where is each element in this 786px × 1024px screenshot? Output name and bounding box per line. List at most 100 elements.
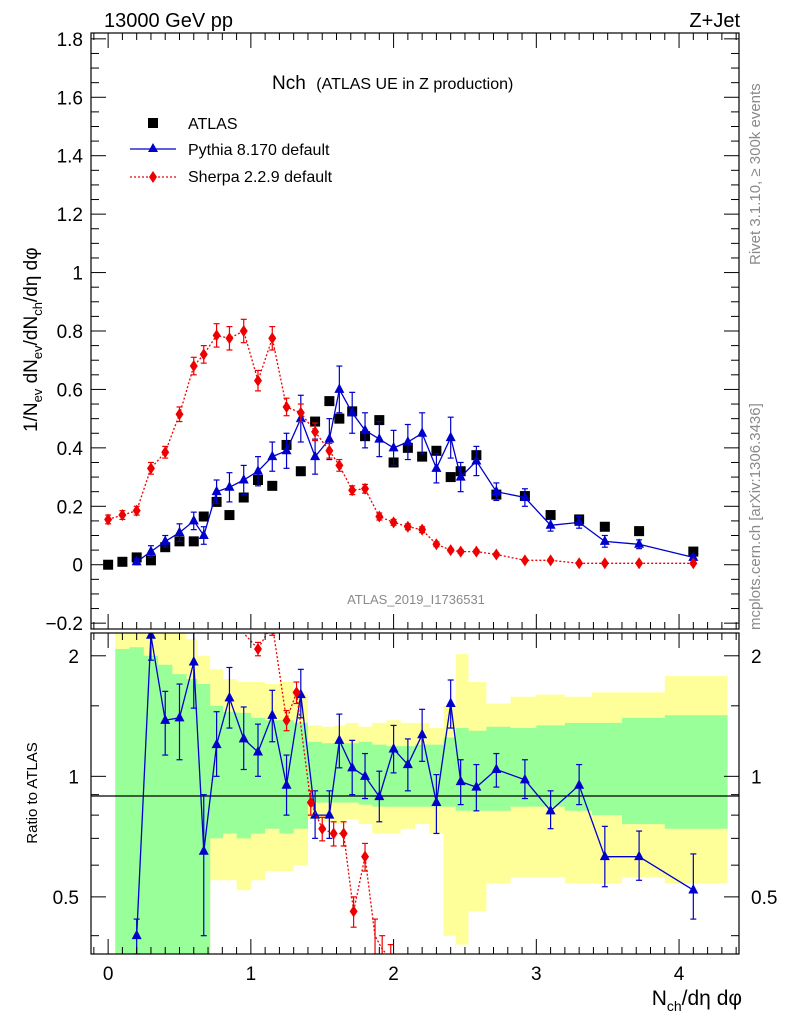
data-point (310, 450, 321, 461)
x-tick-label: 4 (674, 964, 685, 985)
legend-marker-atlas (148, 118, 158, 128)
data-point (374, 415, 385, 426)
data-point (347, 406, 358, 417)
data-point (174, 526, 185, 537)
data-point (324, 396, 335, 407)
data-point (431, 445, 442, 456)
ratio-data-point (388, 743, 399, 753)
x-tick-label: 2 (388, 964, 399, 985)
data-point (374, 433, 385, 443)
ratio-series-layer (131, 633, 699, 954)
ratio-data-point (402, 758, 413, 769)
data-point (600, 557, 609, 570)
data-point (253, 374, 262, 387)
data-point (417, 427, 428, 437)
data-point (545, 510, 556, 521)
data-point (472, 545, 481, 558)
data-point (360, 424, 371, 434)
data-point (104, 513, 113, 526)
ratio-data-point (339, 827, 348, 840)
ratio-panel-frame (90, 632, 740, 955)
data-point (334, 383, 345, 393)
ratio-uncertainty-bands (115, 633, 728, 954)
data-point (103, 559, 114, 570)
data-point (348, 484, 357, 497)
data-point (252, 465, 263, 475)
ratio-data-point (318, 822, 327, 835)
ratio-y-tick-label-right: 0.5 (751, 888, 777, 909)
plot-title-main: Nch (272, 73, 306, 94)
data-point (599, 535, 610, 545)
ratio-data-point (491, 763, 502, 774)
ratio-data-point (347, 761, 358, 772)
ratio-data-point (360, 770, 371, 780)
data-point (575, 557, 584, 570)
data-point (432, 538, 441, 551)
data-point (211, 485, 222, 496)
data-point (238, 474, 249, 484)
ratio-data-point (188, 655, 199, 666)
data-point (492, 548, 501, 561)
data-point (238, 492, 249, 503)
ratio-data-point (252, 746, 263, 756)
ratio-y-tick-label: 2 (68, 647, 79, 668)
ratio-data-point (292, 686, 301, 699)
ratio-axes: 0.5 0.5 1 1 2 2 0 1 2 3 4 (53, 633, 777, 985)
data-point (446, 544, 455, 557)
ratio-data-point (306, 796, 315, 809)
plot-title-sub: (ATLAS UE in Z production) (316, 76, 513, 93)
data-point (145, 545, 156, 556)
plot-title: Nch (ATLAS UE in Z production) (272, 73, 513, 94)
data-point (310, 416, 321, 427)
ratio-y-tick-label: 0.5 (53, 888, 79, 909)
data-point (224, 510, 235, 521)
y-tick-label: −0.2 (45, 614, 83, 635)
data-point (212, 329, 221, 342)
ratio-data-point (131, 929, 142, 940)
data-point (375, 510, 384, 523)
data-point (295, 466, 306, 477)
ratio-y-tick-label-right: 1 (751, 767, 762, 788)
data-point (545, 519, 556, 529)
ratio-data-point (445, 697, 456, 708)
data-point (471, 455, 482, 465)
ratio-data-point (198, 845, 209, 855)
ratio-data-point (334, 734, 345, 744)
data-point (282, 400, 291, 413)
data-point (267, 480, 278, 491)
legend-marker-sherpa (149, 171, 157, 183)
main-axes: −0.2 0 0.2 0.4 0.6 0.8 1 1.2 1.4 1.6 1.8 (45, 30, 739, 635)
x-tick-label: 1 (246, 964, 257, 985)
data-point (189, 360, 198, 373)
data-point (689, 557, 698, 570)
data-point (160, 535, 171, 545)
data-point (417, 451, 428, 462)
mcplots-label: mcplots.cern.ch [arXiv:1306.3436] (747, 403, 764, 630)
y-tick-label: 0.4 (57, 439, 84, 460)
ratio-line-sherpa-2-2-9-default (242, 633, 388, 954)
data-point (161, 446, 170, 459)
data-point (281, 444, 292, 455)
legend-label-pythia: Pythia 8.170 default (188, 142, 330, 159)
analysis-tag: ATLAS_2019_I1736531 (347, 592, 485, 607)
y-tick-label: 1 (72, 264, 83, 285)
x-tick-label: 3 (531, 964, 542, 985)
ratio-data-point (224, 691, 235, 702)
main-y-axis-label: 1/Nev dNev/dNch/dη dφ (21, 247, 45, 432)
ratio-y-tick-label-right: 2 (751, 647, 762, 668)
data-point (361, 482, 370, 495)
data-point (445, 431, 456, 442)
data-point (688, 551, 699, 561)
series-sherpa-2-2-9-default (104, 318, 698, 570)
ratio-data-point (160, 714, 171, 724)
data-point (146, 462, 155, 475)
ratio-data-point (211, 738, 222, 749)
x-axis-label: Nch/dη dφ (652, 987, 742, 1014)
data-point (403, 520, 412, 533)
ratio-data-point (471, 781, 482, 791)
series-pythia-8-170-default (131, 365, 699, 566)
data-point (418, 523, 427, 536)
data-point (546, 554, 555, 567)
y-tick-label: 0.8 (57, 322, 83, 343)
